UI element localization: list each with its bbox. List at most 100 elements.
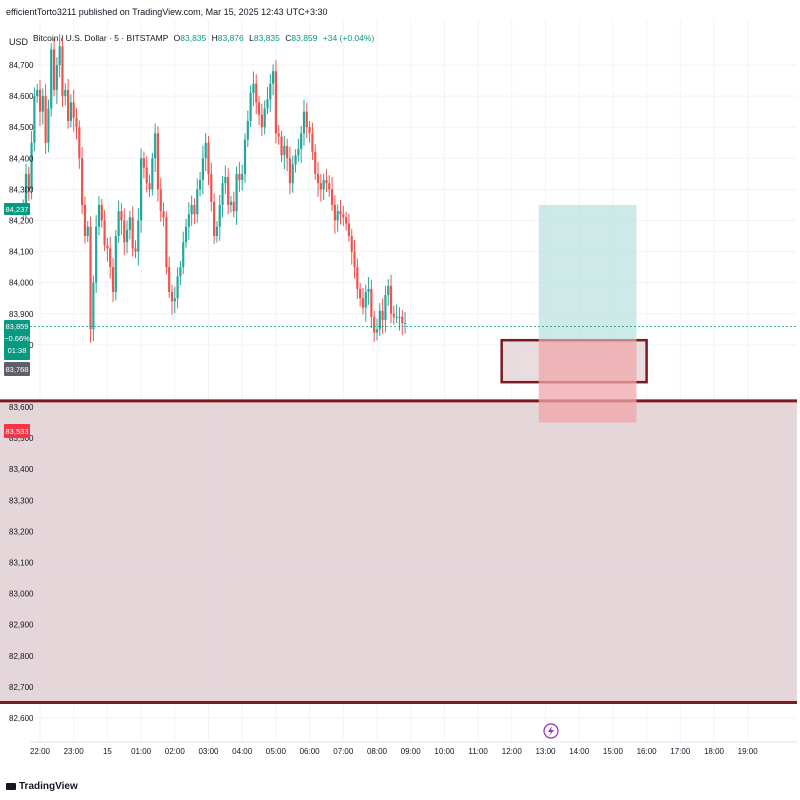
candle-body — [97, 204, 101, 227]
candle-body — [215, 226, 219, 237]
candle-body — [64, 89, 67, 97]
close-label: C — [285, 33, 291, 43]
replay-icon[interactable] — [543, 723, 559, 739]
candle-body — [229, 201, 233, 205]
change-value: +34 (+0.04%) — [323, 33, 375, 43]
x-tick-label: 08:00 — [367, 747, 388, 756]
candle-body — [336, 211, 339, 221]
y-tick-label: 83,100 — [9, 559, 34, 568]
publish-caption: efficientTorto3211 published on TradingV… — [6, 7, 328, 17]
supply-demand-zone — [0, 400, 797, 703]
y-tick-label: 82,600 — [9, 714, 34, 723]
x-tick-label: 12:00 — [502, 747, 523, 756]
candle-body — [55, 65, 58, 90]
candle-body — [207, 142, 210, 174]
x-tick-label: 17:00 — [670, 747, 691, 756]
candle-body — [302, 111, 306, 134]
candle-countdown: 01:38 — [8, 346, 27, 355]
candle-body — [125, 229, 129, 243]
candle-body — [41, 96, 44, 112]
candle-body — [274, 71, 277, 134]
candle-body — [159, 189, 162, 212]
candle-body — [241, 173, 244, 181]
candle-body — [151, 158, 154, 190]
last-price-change: −0.66% — [4, 334, 30, 343]
high-price-badge-bg — [4, 203, 30, 215]
candle-body — [221, 183, 224, 205]
x-tick-label: 18:00 — [704, 747, 725, 756]
x-tick-label: 09:00 — [401, 747, 422, 756]
open-value: 83,835 — [180, 33, 206, 43]
candle-body — [148, 183, 151, 190]
candle-body — [364, 291, 367, 308]
candle-body — [325, 180, 328, 184]
candle-body — [111, 267, 115, 292]
low-value: 83,835 — [254, 33, 280, 43]
candle-body — [78, 127, 81, 159]
candle-body — [328, 183, 331, 190]
candle-body — [252, 83, 255, 93]
candle-body — [218, 204, 221, 227]
candle-body — [238, 173, 241, 181]
candle-body — [137, 220, 140, 252]
tradingview-logo[interactable]: TradingView — [6, 781, 78, 792]
y-tick-label: 82,800 — [9, 652, 34, 661]
candle-body — [165, 217, 168, 268]
candle-body — [114, 236, 117, 292]
candle-body — [235, 173, 238, 212]
candle-body — [378, 310, 381, 330]
candle-body — [81, 158, 84, 205]
x-tick-label: 14:00 — [569, 747, 590, 756]
candle-body — [277, 133, 280, 137]
y-axis[interactable]: USD 84,700 84,600 84,500 84,400 84,300 84,200… — [9, 37, 34, 723]
candle-body — [75, 117, 78, 128]
candles[interactable] — [22, 34, 407, 343]
y-tick-label: 84,500 — [9, 123, 34, 132]
y-tick-label: 84,100 — [9, 248, 34, 257]
x-axis[interactable]: 22:00 23:00 15 01:00 02:00 03:00 04:00 05:00 06:… — [30, 741, 797, 756]
candle-body — [145, 167, 148, 184]
candle-body — [367, 288, 370, 292]
x-tick-label: 15:00 — [603, 747, 624, 756]
candle-body — [243, 139, 247, 174]
candle-body — [384, 295, 387, 320]
candle-body — [134, 248, 137, 252]
dark-price-badge: 83,768 — [6, 365, 29, 374]
candle-body — [36, 89, 39, 97]
x-tick-label: 07:00 — [333, 747, 354, 756]
candle-body — [142, 158, 146, 168]
candle-body — [173, 298, 176, 302]
candle-body — [38, 89, 42, 112]
candle-body — [280, 136, 283, 156]
chart-annotations[interactable] — [0, 204, 797, 704]
x-tick-label: 03:00 — [198, 747, 219, 756]
candle-body — [387, 285, 390, 296]
candle-body — [300, 133, 303, 149]
candle-body — [109, 248, 112, 268]
candle-body — [117, 211, 120, 237]
candle-body — [72, 102, 75, 118]
candle-body — [190, 204, 193, 215]
x-tick-label: 05:00 — [266, 747, 287, 756]
candle-body — [106, 245, 109, 249]
candle-body — [319, 183, 322, 190]
high-price-badge: 84,237 — [6, 205, 29, 214]
candle-body — [350, 236, 353, 252]
candle-body — [187, 214, 190, 227]
candle-body — [342, 214, 345, 218]
candle-body — [213, 201, 216, 237]
stop-zone — [538, 340, 637, 423]
y-tick-label: 83,400 — [9, 465, 34, 474]
candle-body — [333, 204, 336, 221]
x-tick-label: 04:00 — [232, 747, 253, 756]
candle-body — [33, 96, 36, 143]
candle-body — [196, 189, 199, 215]
candle-body — [168, 267, 171, 292]
candle-body — [345, 217, 348, 224]
candle-body — [389, 285, 393, 314]
brand-name: TradingView — [19, 781, 78, 792]
candle-body — [83, 204, 87, 237]
y-tick-label: 84,400 — [9, 154, 34, 163]
open-label: O — [174, 33, 181, 43]
